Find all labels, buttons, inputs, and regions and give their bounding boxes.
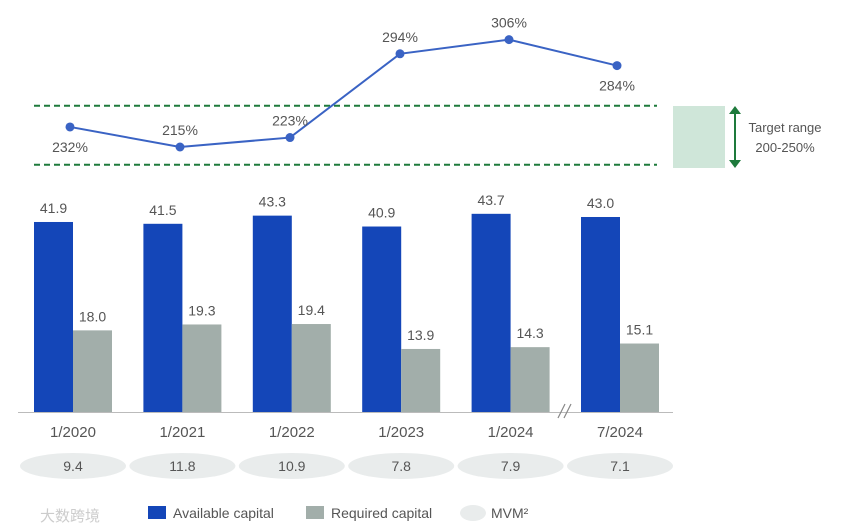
bar-value-label: 15.1 — [626, 322, 653, 338]
ratio-line — [69, 38, 618, 149]
bar-value-label: 13.9 — [407, 327, 434, 343]
bar-value-label: 43.0 — [587, 195, 614, 211]
target-range-value: 200-250% — [755, 140, 815, 155]
x-tick-label: 7/2024 — [597, 424, 643, 441]
ratio-label: 223% — [272, 113, 308, 129]
x-tick-label: 1/2021 — [159, 424, 205, 441]
mvm-ellipse — [238, 453, 345, 479]
ratio-point — [612, 61, 622, 71]
available-capital-bar — [581, 216, 620, 412]
required-capital-bar — [510, 347, 550, 412]
ratio-label: 306% — [491, 15, 527, 31]
bar-value-label: 18.0 — [79, 308, 106, 324]
bar-value-label: 19.4 — [298, 302, 325, 318]
legend-swatch-required — [306, 506, 324, 519]
x-tick-label: 1/2024 — [488, 424, 534, 441]
legend-available: Available capital — [173, 505, 274, 521]
bar-value-label: 43.7 — [477, 192, 504, 208]
ratio-point — [395, 49, 405, 59]
ratio-point — [65, 122, 75, 132]
ratio-label: 215% — [162, 122, 198, 138]
bar-value-label: 43.3 — [259, 194, 286, 210]
available-capital-bar — [34, 221, 73, 412]
legend-required: Required capital — [331, 505, 432, 521]
available-capital-bar — [143, 223, 183, 412]
ratio-point — [285, 133, 295, 143]
mvm-value: 9.4 — [63, 458, 83, 474]
axis-break-icon — [557, 403, 572, 419]
bar-value-label: 41.5 — [149, 202, 176, 218]
available-capital-bar — [252, 215, 292, 412]
mvm-ellipse — [457, 453, 564, 479]
ratio-label: 284% — [599, 78, 635, 94]
ratio-label: 294% — [382, 29, 418, 45]
mvm-value: 7.9 — [501, 458, 521, 474]
required-capital-bar — [620, 343, 659, 412]
x-tick-label: 1/2020 — [50, 424, 96, 441]
mvm-value: 10.9 — [278, 458, 305, 474]
available-capital-bar — [362, 226, 402, 412]
bar-value-label: 19.3 — [188, 302, 215, 318]
bar-value-label: 40.9 — [368, 205, 395, 221]
mvm-value: 7.8 — [391, 458, 411, 474]
required-capital-bar — [401, 348, 441, 412]
legend-mvm: MVM² — [491, 505, 529, 521]
legend-swatch-mvm — [460, 505, 486, 521]
mvm-value: 7.1 — [610, 458, 630, 474]
required-capital-bar — [73, 330, 112, 412]
available-capital-bar — [471, 213, 511, 412]
bar-value-label: 14.3 — [516, 325, 543, 341]
watermark-logo: 大数跨境 — [40, 507, 100, 525]
target-range-label: Target range — [749, 120, 822, 135]
x-tick-label: 1/2023 — [378, 424, 424, 441]
ratio-label: 232% — [52, 139, 88, 155]
ratio-point — [504, 35, 514, 45]
mvm-ellipse — [129, 453, 236, 479]
required-capital-bar — [291, 324, 331, 412]
mvm-ellipse — [567, 453, 673, 479]
mvm-ellipse — [348, 453, 455, 479]
ratio-point — [175, 142, 185, 152]
target-range-box — [673, 106, 725, 168]
x-tick-label: 1/2022 — [269, 424, 315, 441]
bar-value-label: 41.9 — [40, 200, 67, 216]
legend-swatch-available — [148, 506, 166, 519]
required-capital-bar — [182, 324, 222, 412]
mvm-ellipse — [20, 453, 126, 479]
mvm-value: 11.8 — [169, 458, 195, 474]
